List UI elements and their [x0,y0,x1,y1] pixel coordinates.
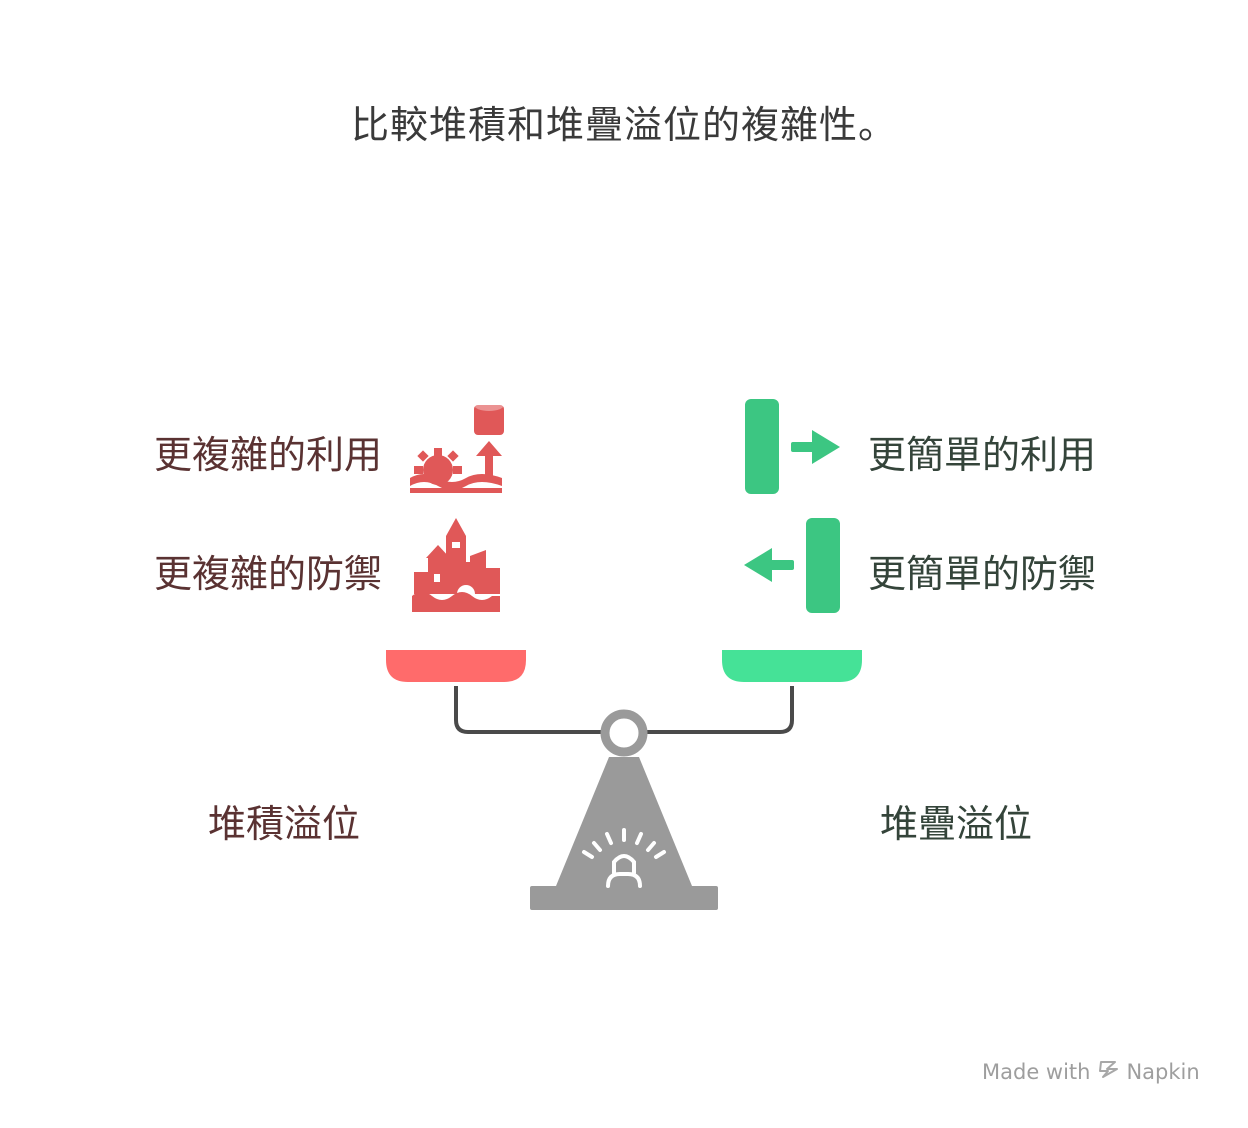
right-item-exploit-label: 更簡單的利用 [868,433,1097,477]
diagram-title: 比較堆積和堆疊溢位的複雜性。 [350,103,897,147]
left-item-exploit-label: 更複雜的利用 [153,433,382,477]
left-side-title: 堆積溢位 [208,802,361,846]
left-item-defense-label: 更複雜的防禦 [153,552,382,596]
gear-rising-arrow-icon [410,399,504,493]
scale-base [530,886,718,910]
arrow-left-to-bar-icon [744,518,840,613]
watermark-brand: Napkin [1126,1059,1200,1084]
scale-beam [454,686,794,734]
watermark-prefix: Made with [982,1059,1091,1084]
arrow-right-from-bar-icon [745,399,840,494]
castle-icon [412,518,500,612]
left-scale-pan [386,650,526,682]
napkin-watermark[interactable]: Made with Napkin [982,1058,1200,1085]
napkin-logo-icon [1098,1058,1120,1085]
balance-scale-icon [582,828,666,888]
right-item-defense-label: 更簡單的防禦 [868,552,1097,596]
right-scale-pan [722,650,862,682]
scale-stand [556,757,692,886]
scale-pivot [600,709,648,757]
right-side-title: 堆疊溢位 [880,802,1033,846]
